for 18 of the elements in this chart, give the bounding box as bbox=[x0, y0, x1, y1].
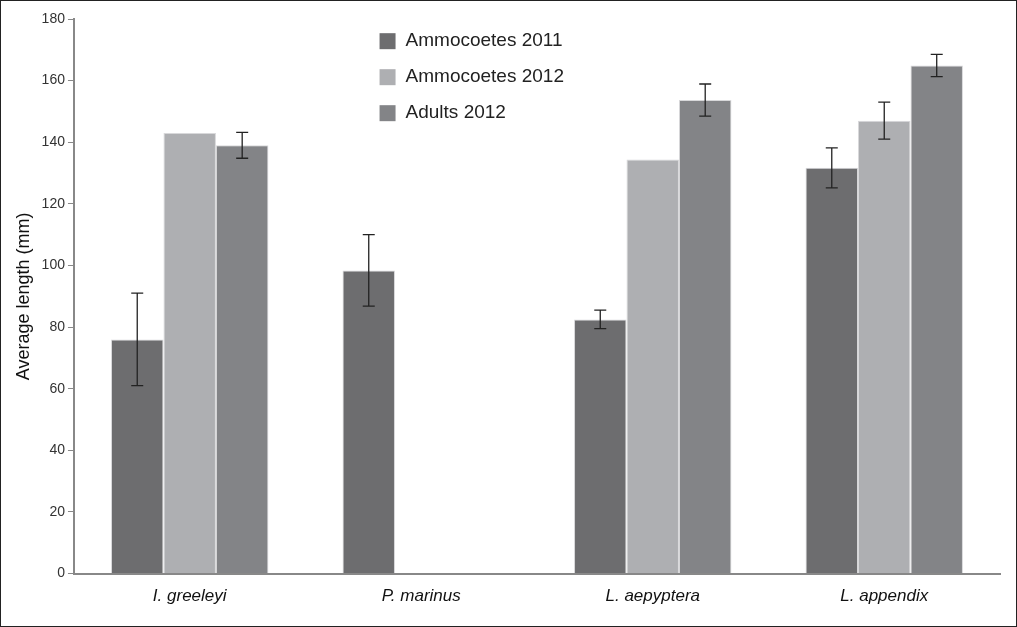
legend-label: Ammocoetes 2012 bbox=[405, 65, 564, 87]
y-tick-label: 20 bbox=[49, 502, 66, 519]
y-tick-label: 140 bbox=[41, 133, 66, 150]
legend-label: Ammocoetes 2011 bbox=[405, 29, 563, 51]
y-tick-label: 0 bbox=[57, 564, 66, 581]
x-tick-label: P. marinus bbox=[381, 585, 462, 605]
x-tick-label: I. greeleyi bbox=[152, 585, 228, 605]
y-tick-label: 40 bbox=[49, 441, 66, 458]
y-tick-label: 180 bbox=[41, 9, 66, 26]
y-axis-title: Average length (mm) bbox=[12, 212, 33, 381]
x-tick-label: L. aepyptera bbox=[605, 585, 700, 605]
y-tick-label: 60 bbox=[49, 379, 66, 396]
legend-label: Adults 2012 bbox=[405, 101, 506, 123]
y-tick-label: 100 bbox=[41, 256, 66, 273]
x-tick-label: L. appendix bbox=[840, 585, 929, 605]
y-tick-label: 80 bbox=[49, 317, 66, 334]
y-tick-label: 120 bbox=[41, 194, 66, 211]
y-tick-label: 160 bbox=[41, 71, 66, 88]
